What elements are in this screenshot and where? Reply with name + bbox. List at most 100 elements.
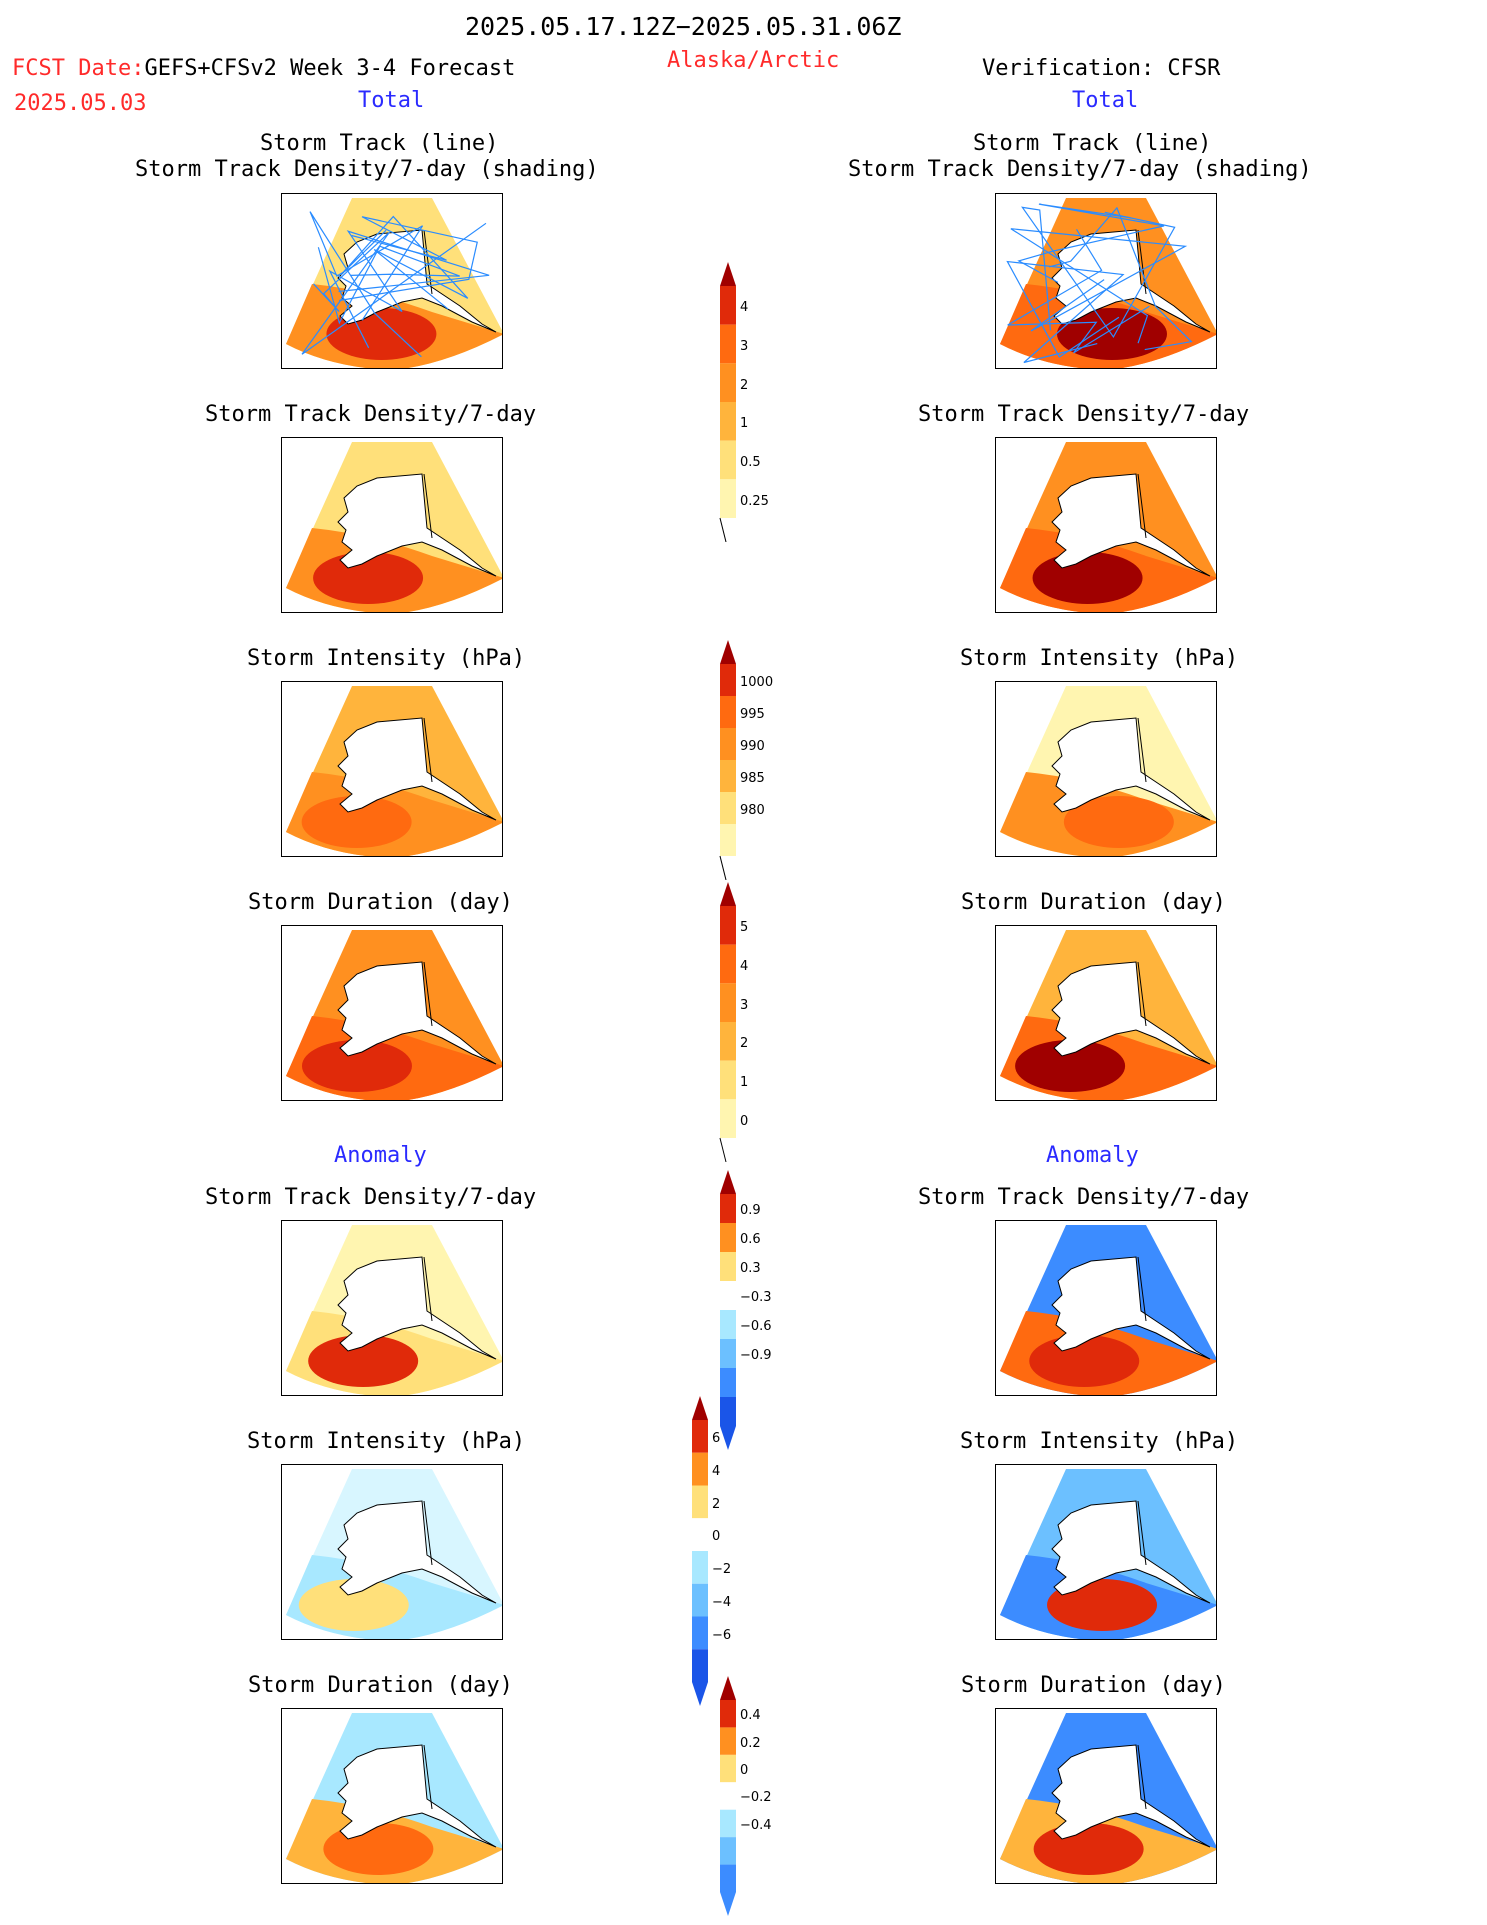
fcst-date-label: FCST Date:GEFS+CFSv2 Week 3-4 Forecast: [12, 58, 515, 80]
colorbar-segment: [720, 1754, 736, 1783]
colorbar-tick-label: 990: [740, 738, 765, 754]
shading-high: [1015, 1040, 1126, 1092]
colorbar-tick-label: 2: [740, 1036, 749, 1052]
colorbar-segment: [692, 1616, 708, 1650]
shading-high: [1063, 796, 1174, 848]
shading-high: [313, 552, 424, 604]
colorbar-tick-label: 1000: [740, 674, 774, 690]
panel-title-anom-density-left: Storm Track Density/7-day: [205, 1185, 537, 1210]
colorbar-tick-label: 0: [712, 1529, 721, 1545]
panel-title-anom-density-right: Storm Track Density/7-day: [918, 1185, 1250, 1210]
map-panel: [281, 1464, 503, 1640]
coastline: [337, 473, 497, 577]
colorbar-segment: [720, 440, 736, 480]
map-graphic: [1000, 1225, 1216, 1395]
colorbar-segment: [720, 1310, 736, 1339]
storm-track-line: [1010, 228, 1188, 344]
panel-title-intensity-left: Storm Intensity (hPa): [247, 646, 526, 671]
map-graphic: [286, 442, 502, 612]
date-range-title: 2025.05.17.12Z−2025.05.31.06Z: [465, 12, 902, 41]
border-line: [1137, 961, 1147, 1027]
coastline: [337, 1500, 497, 1604]
map-graphic: [1000, 1713, 1216, 1883]
coastline: [1051, 717, 1211, 821]
storm-track-line: [317, 245, 460, 325]
colorbar-segment: [720, 402, 736, 441]
colorbar-tick-label: 0: [740, 1113, 749, 1129]
panel-title-track-right: Storm Track (line): [973, 131, 1212, 156]
colorbar-segment: [692, 1518, 708, 1551]
border-line: [1137, 1256, 1147, 1322]
map-panel: [995, 1220, 1217, 1396]
colorbar-segment: [720, 1223, 736, 1252]
colorbar-tick-label: 0.6: [740, 1231, 761, 1247]
panel-title-density-left: Storm Track Density/7-day: [205, 402, 537, 427]
colorbar-segment: [720, 1809, 736, 1838]
colorbar-tick-label: 995: [740, 706, 765, 722]
map-panel: [281, 437, 503, 613]
colorbar-tick-label: −0.2: [740, 1790, 772, 1806]
colorbar-segment: [692, 1649, 708, 1682]
colorbar-segment: [720, 906, 736, 945]
colorbar-tick-label: 0.2: [740, 1735, 761, 1751]
shading-high: [301, 1040, 412, 1092]
colorbar-segment: [720, 1170, 736, 1194]
colorbar-tick-label: 985: [740, 770, 765, 786]
colorbar-segment: [720, 1676, 736, 1700]
colorbar-total-density: 4 3 2 1 0.5 0.25: [718, 262, 798, 542]
colorbar-segment: [692, 1452, 708, 1486]
colorbar-segment: [692, 1682, 708, 1706]
colorbar-segment: [720, 1099, 736, 1138]
shading-high: [1033, 1823, 1144, 1875]
coastline: [1051, 1500, 1211, 1604]
map-graphic: [1000, 198, 1216, 368]
colorbar-segment: [720, 286, 736, 325]
left-total-label: Total: [358, 88, 425, 113]
border-line: [423, 717, 433, 783]
colorbar-tick-label: −2: [712, 1562, 732, 1577]
colorbar-tick-label: 4: [740, 958, 749, 974]
colorbar-tick-label: 1: [740, 1074, 749, 1090]
colorbar-tick-label: 3: [740, 997, 749, 1013]
storm-track-line: [1007, 228, 1150, 354]
coastline: [1051, 1256, 1211, 1360]
colorbar-graphic: [692, 1396, 708, 1706]
right-total-label: Total: [1072, 88, 1139, 113]
colorbar-tick-label: −6: [712, 1627, 732, 1643]
shading-high: [301, 796, 412, 848]
colorbar-anom-intensity: 6 4 2 0 −2 −4 −6: [690, 1396, 770, 1706]
panel-title-anom-intensity-left: Storm Intensity (hPa): [247, 1429, 526, 1454]
coastline: [337, 961, 497, 1065]
colorbar-tick-label: 0: [740, 1762, 749, 1778]
colorbar-segment: [720, 1368, 736, 1397]
border-line: [423, 1500, 433, 1566]
panel-title-track-shading-left: Storm Track Density/7-day (shading): [135, 157, 599, 182]
coastline: [337, 717, 497, 821]
colorbar-graphic: [719, 882, 736, 1162]
colorbar-tick-label: −0.3: [740, 1289, 772, 1305]
map-graphic: [286, 1713, 502, 1883]
colorbar-tick-label: 0.4: [740, 1708, 761, 1724]
border-line: [423, 961, 433, 1027]
colorbar-segment: [720, 1397, 736, 1426]
colorbar-segment: [720, 1252, 736, 1281]
panel-title-duration-left: Storm Duration (day): [248, 890, 513, 915]
storm-track-line: [328, 230, 490, 349]
coastline: [1051, 1744, 1211, 1848]
colorbar-segment: [720, 664, 736, 696]
map-panel: [995, 437, 1217, 613]
colorbar-segment: [720, 1281, 736, 1310]
colorbar-tick-label: −0.6: [740, 1318, 772, 1334]
colorbar-segment: [720, 760, 736, 792]
colorbar-graphic: [719, 262, 736, 542]
colorbar-graphic: [720, 1676, 736, 1916]
colorbar-segment: [720, 640, 736, 664]
colorbar-anom-density: 0.9 0.6 0.3 −0.3 −0.6 −0.9: [718, 1170, 798, 1450]
colorbar-tick-label: 2: [740, 377, 749, 393]
map-graphic: [286, 1225, 502, 1395]
colorbar-total-intensity: 1000 995 990 985 980: [718, 640, 798, 880]
colorbar-segment: [720, 1426, 736, 1450]
panel-title-track-shading-right: Storm Track Density/7-day (shading): [848, 157, 1312, 182]
border-line: [1137, 1500, 1147, 1566]
coastline: [1051, 473, 1211, 577]
